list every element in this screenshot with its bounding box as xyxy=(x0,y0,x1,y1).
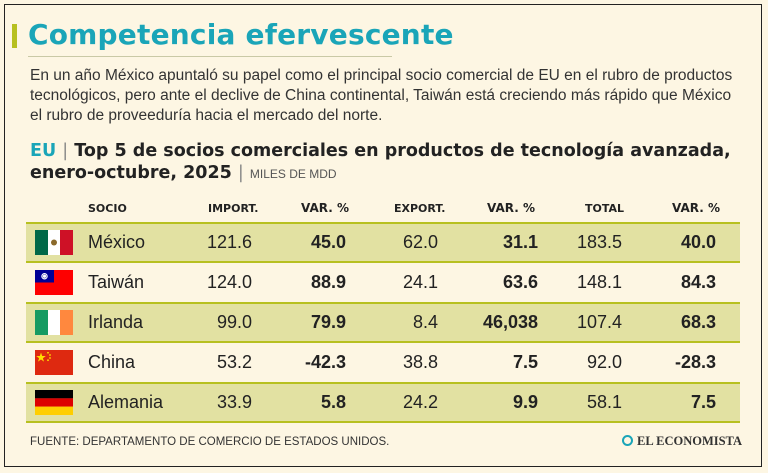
table-row: México 121.6 45.0 62.0 31.1 183.5 40.0 xyxy=(26,224,740,261)
col-header-import: IMPORT. xyxy=(208,202,259,215)
row-export-value: 24.2 xyxy=(402,392,438,412)
row-total-value: 148.1 xyxy=(576,272,622,292)
row-total-var: -28.3 xyxy=(674,352,716,372)
table-subhead: EU | Top 5 de socios comerciales en prod… xyxy=(30,140,750,185)
col-header-var-total: VAR. % xyxy=(672,201,720,215)
subhead-separator-2: | xyxy=(237,163,244,183)
row-total-var: 7.5 xyxy=(690,392,716,412)
col-header-total: TOTAL xyxy=(585,202,625,215)
row-import-var: 45.0 xyxy=(310,232,346,252)
source-footnote: FUENTE: DEPARTAMENTO DE COMERCIO DE ESTA… xyxy=(30,436,390,448)
row-import-value: 33.9 xyxy=(216,392,252,412)
table-row: Irlanda 99.0 79.9 8.4 46,038 107.4 68.3 xyxy=(26,304,740,341)
col-header-var-export: VAR. % xyxy=(487,201,535,215)
table-row: Alemania 33.9 5.8 24.2 9.9 58.1 7.5 xyxy=(26,384,740,421)
row-country-name: Alemania xyxy=(88,392,164,412)
row-total-value: 92.0 xyxy=(586,352,622,372)
china-flag-icon xyxy=(35,350,73,375)
row-import-var: -42.3 xyxy=(304,352,346,372)
row-country-name: Irlanda xyxy=(88,312,144,332)
row-import-value: 124.0 xyxy=(206,272,252,292)
row-export-var: 46,038 xyxy=(482,312,538,332)
publisher-logo: EL ECONOMISTA xyxy=(622,434,742,449)
row-export-var: 9.9 xyxy=(512,392,538,412)
row-country-name: Taiwán xyxy=(88,272,145,292)
row-export-var: 63.6 xyxy=(502,272,538,292)
row-import-value: 121.6 xyxy=(206,232,252,252)
title-underline xyxy=(28,56,392,57)
publisher-logo-text: EL ECONOMISTA xyxy=(637,434,742,448)
col-header-var-import: VAR. % xyxy=(301,201,349,215)
subhead-units: MILES DE MDD xyxy=(249,167,337,181)
row-rule xyxy=(26,261,740,263)
row-import-value: 53.2 xyxy=(216,352,252,372)
row-total-value: 107.4 xyxy=(576,312,622,332)
row-import-var: 79.9 xyxy=(310,312,346,332)
row-country-name: China xyxy=(88,352,136,372)
row-import-var: 5.8 xyxy=(320,392,346,412)
row-export-value: 8.4 xyxy=(412,312,438,332)
row-export-value: 24.1 xyxy=(402,272,438,292)
lede-paragraph: En un año México apuntaló su papel como … xyxy=(30,67,733,124)
col-header-export: EXPORT. xyxy=(394,202,446,215)
table-bottom-rule xyxy=(26,421,740,423)
row-export-value: 62.0 xyxy=(402,232,438,252)
row-country-name: México xyxy=(88,232,146,252)
row-export-value: 38.8 xyxy=(402,352,438,372)
row-rule xyxy=(26,341,740,343)
mexico-flag-icon xyxy=(35,230,73,255)
row-export-var: 7.5 xyxy=(512,352,538,372)
table-top-rule xyxy=(26,222,740,224)
germany-flag-icon xyxy=(35,390,73,415)
row-total-value: 58.1 xyxy=(586,392,622,412)
row-export-var: 31.1 xyxy=(502,232,538,252)
row-import-value: 99.0 xyxy=(216,312,252,332)
taiwan-flag-icon xyxy=(35,270,73,295)
row-total-var: 40.0 xyxy=(680,232,716,252)
ireland-flag-icon xyxy=(35,310,73,335)
subhead-country: EU xyxy=(30,141,57,161)
row-import-var: 88.9 xyxy=(310,272,346,292)
row-rule xyxy=(26,382,740,384)
title-accent-bar xyxy=(12,24,17,48)
row-total-value: 183.5 xyxy=(576,232,622,252)
table-row: China 53.2 -42.3 38.8 7.5 92.0 -28.3 xyxy=(26,344,740,381)
page-title: Competencia efervescente xyxy=(28,18,454,51)
logo-mark-icon xyxy=(622,435,633,446)
col-header-socio: SOCIO xyxy=(88,202,127,215)
table-row: Taiwán 124.0 88.9 24.1 63.6 148.1 84.3 xyxy=(26,264,740,301)
subhead-text: Top 5 de socios comerciales en productos… xyxy=(30,141,731,183)
subhead-separator: | xyxy=(62,141,69,161)
row-total-var: 84.3 xyxy=(680,272,716,292)
row-rule xyxy=(26,302,740,304)
row-total-var: 68.3 xyxy=(680,312,716,332)
